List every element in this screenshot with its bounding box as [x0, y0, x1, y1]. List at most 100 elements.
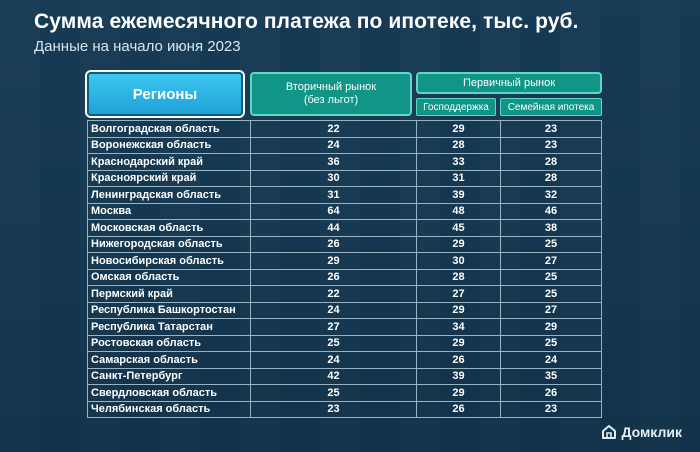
cell-family-mortgage: 32	[500, 187, 602, 203]
cell-gov-support: 29	[416, 121, 500, 137]
cell-gov-support: 31	[416, 170, 500, 186]
brand-name: Домклик	[621, 424, 682, 440]
cell-region: Самарская область	[87, 352, 250, 368]
table-row: Новосибирская область 29 30 27	[87, 253, 602, 270]
cell-family-mortgage: 23	[500, 137, 602, 153]
cell-region: Свердловская область	[87, 385, 250, 401]
cell-family-mortgage: 25	[500, 269, 602, 285]
cell-gov-support: 39	[416, 368, 500, 384]
cell-family-mortgage: 38	[500, 220, 602, 236]
cell-gov-support: 28	[416, 137, 500, 153]
brand-logo: Домклик	[601, 424, 682, 440]
cell-secondary: 25	[250, 335, 416, 351]
page-subtitle: Данные на начало июня 2023	[34, 38, 241, 55]
cell-region: Новосибирская область	[87, 253, 250, 269]
table-row: Самарская область 24 26 24	[87, 352, 602, 369]
table-row: Челябинская область 23 26 23	[87, 401, 602, 418]
cell-region: Республика Татарстан	[87, 319, 250, 335]
table-row: Москва 64 48 46	[87, 203, 602, 220]
cell-secondary: 29	[250, 253, 416, 269]
cell-region: Нижегородская область	[87, 236, 250, 252]
cell-family-mortgage: 25	[500, 335, 602, 351]
table-row: Свердловская область 25 29 26	[87, 385, 602, 402]
cell-gov-support: 48	[416, 203, 500, 219]
cell-region: Челябинская область	[87, 401, 250, 417]
table-row: Ленинградская область 31 39 32	[87, 187, 602, 204]
header-region: Регионы	[87, 72, 243, 116]
cell-region: Волгоградская область	[87, 121, 250, 137]
cell-secondary: 23	[250, 401, 416, 417]
cell-secondary: 26	[250, 269, 416, 285]
cell-gov-support: 45	[416, 220, 500, 236]
page-title: Сумма ежемесячного платежа по ипотеке, т…	[34, 10, 579, 33]
cell-family-mortgage: 26	[500, 385, 602, 401]
table-body: Волгоградская область 22 29 23 Воронежская о…	[87, 120, 602, 418]
cell-gov-support: 29	[416, 335, 500, 351]
table-row: Московская область 44 45 38	[87, 220, 602, 237]
header-secondary-label: Вторичный рынок (без льгот)	[285, 81, 377, 106]
house-logo-icon	[602, 425, 617, 439]
cell-gov-support: 39	[416, 187, 500, 203]
cell-gov-support: 26	[416, 401, 500, 417]
cell-gov-support: 28	[416, 269, 500, 285]
cell-secondary: 36	[250, 154, 416, 170]
cell-secondary: 24	[250, 352, 416, 368]
cell-region: Красноярский край	[87, 170, 250, 186]
table-row: Пермский край 22 27 25	[87, 286, 602, 303]
table-row: Краснодарский край 36 33 28	[87, 154, 602, 171]
cell-region: Московская область	[87, 220, 250, 236]
table-row: Волгоградская область 22 29 23	[87, 121, 602, 138]
cell-gov-support: 29	[416, 236, 500, 252]
cell-region: Воронежская область	[87, 137, 250, 153]
cell-secondary: 26	[250, 236, 416, 252]
table-row: Республика Башкортостан 24 29 27	[87, 302, 602, 319]
cell-gov-support: 27	[416, 286, 500, 302]
header-secondary-market: Вторичный рынок (без льгот)	[250, 72, 412, 116]
cell-region: Ростовская область	[87, 335, 250, 351]
table-row: Красноярский край 30 31 28	[87, 170, 602, 187]
cell-gov-support: 34	[416, 319, 500, 335]
cell-secondary: 24	[250, 302, 416, 318]
cell-secondary: 24	[250, 137, 416, 153]
cell-secondary: 31	[250, 187, 416, 203]
table-row: Нижегородская область 26 29 25	[87, 236, 602, 253]
cell-secondary: 42	[250, 368, 416, 384]
cell-family-mortgage: 23	[500, 401, 602, 417]
cell-gov-support: 29	[416, 385, 500, 401]
table-row: Воронежская область 24 28 23	[87, 137, 602, 154]
cell-family-mortgage: 27	[500, 302, 602, 318]
cell-secondary: 25	[250, 385, 416, 401]
table-row: Ростовская область 25 29 25	[87, 335, 602, 352]
cell-region: Ленинградская область	[87, 187, 250, 203]
cell-family-mortgage: 25	[500, 236, 602, 252]
cell-region: Республика Башкортостан	[87, 302, 250, 318]
cell-family-mortgage: 28	[500, 154, 602, 170]
cell-secondary: 64	[250, 203, 416, 219]
cell-family-mortgage: 28	[500, 170, 602, 186]
header-gov-support: Господдержка	[416, 98, 496, 116]
cell-family-mortgage: 35	[500, 368, 602, 384]
cell-secondary: 22	[250, 286, 416, 302]
header-primary-market: Первичный рынок	[416, 72, 602, 94]
cell-region: Москва	[87, 203, 250, 219]
cell-secondary: 30	[250, 170, 416, 186]
cell-secondary: 27	[250, 319, 416, 335]
table-row: Санкт-Петербург 42 39 35	[87, 368, 602, 385]
cell-gov-support: 29	[416, 302, 500, 318]
cell-region: Краснодарский край	[87, 154, 250, 170]
cell-gov-support: 33	[416, 154, 500, 170]
cell-region: Омская область	[87, 269, 250, 285]
cell-family-mortgage: 23	[500, 121, 602, 137]
cell-secondary: 22	[250, 121, 416, 137]
cell-family-mortgage: 27	[500, 253, 602, 269]
cell-region: Пермский край	[87, 286, 250, 302]
mortgage-table: Регионы Вторичный рынок (без льгот) Перв…	[82, 68, 608, 418]
cell-family-mortgage: 25	[500, 286, 602, 302]
cell-family-mortgage: 29	[500, 319, 602, 335]
header-family-mortgage: Семейная ипотека	[500, 98, 602, 116]
cell-secondary: 44	[250, 220, 416, 236]
cell-gov-support: 30	[416, 253, 500, 269]
table-row: Республика Татарстан 27 34 29	[87, 319, 602, 336]
cell-family-mortgage: 24	[500, 352, 602, 368]
table-row: Омская область 26 28 25	[87, 269, 602, 286]
